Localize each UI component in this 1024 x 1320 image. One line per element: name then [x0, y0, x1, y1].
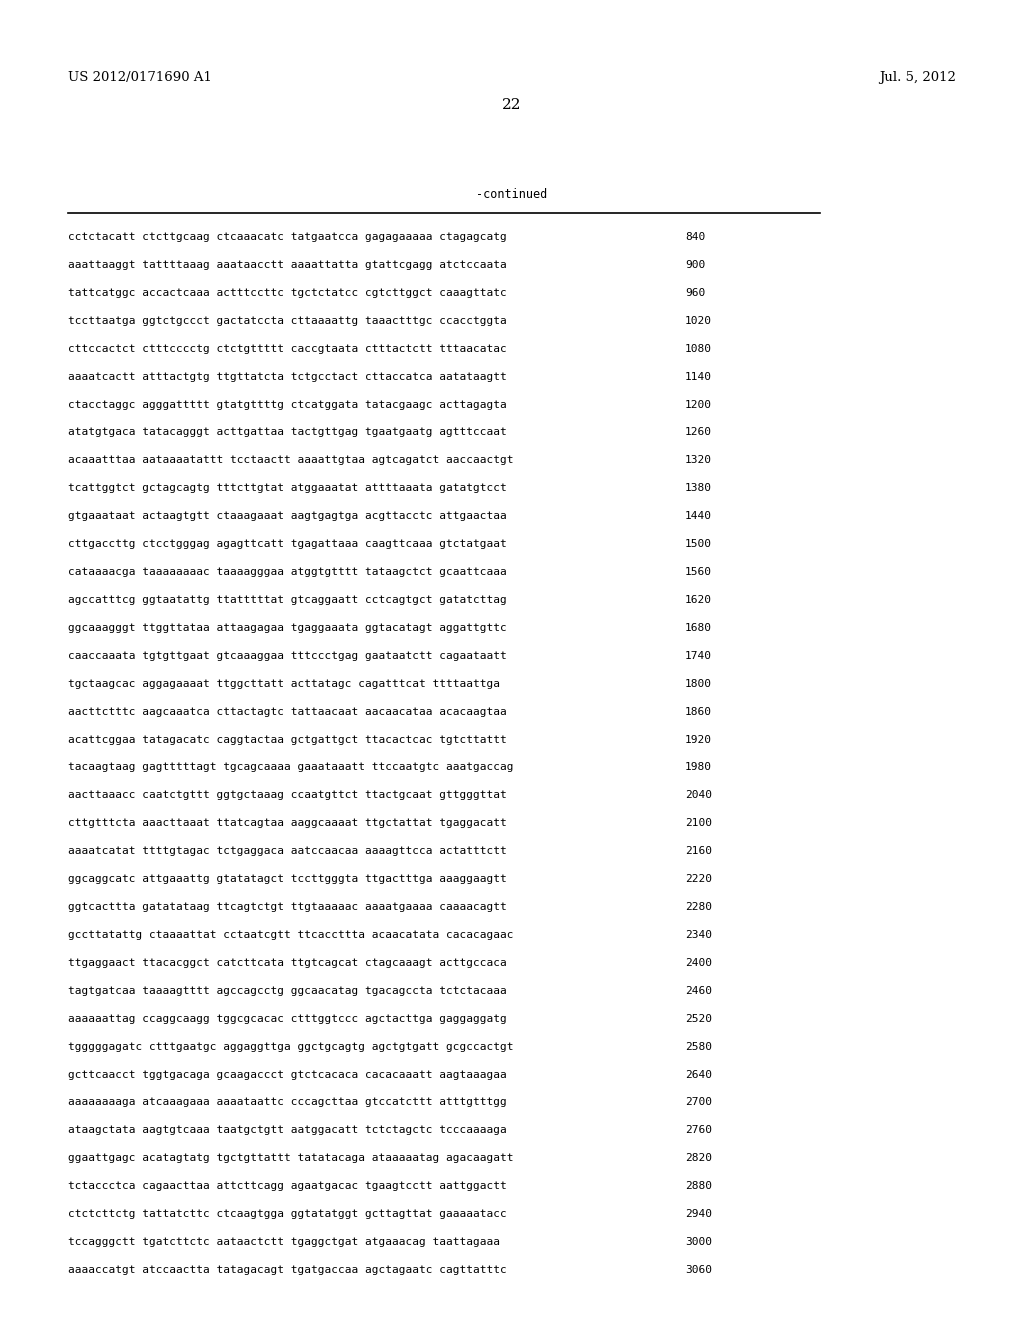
Text: 1560: 1560: [685, 568, 712, 577]
Text: 2640: 2640: [685, 1069, 712, 1080]
Text: aaaaccatgt atccaactta tatagacagt tgatgaccaa agctagaatc cagttatttc: aaaaccatgt atccaactta tatagacagt tgatgac…: [68, 1265, 507, 1275]
Text: 960: 960: [685, 288, 706, 298]
Text: cttgtttcta aaacttaaat ttatcagtaa aaggcaaaat ttgctattat tgaggacatt: cttgtttcta aaacttaaat ttatcagtaa aaggcaa…: [68, 818, 507, 828]
Text: 900: 900: [685, 260, 706, 269]
Text: ggaattgagc acatagtatg tgctgttattt tatatacaga ataaaaatag agacaagatt: ggaattgagc acatagtatg tgctgttattt tatata…: [68, 1154, 513, 1163]
Text: tctaccctca cagaacttaa attcttcagg agaatgacac tgaagtcctt aattggactt: tctaccctca cagaacttaa attcttcagg agaatga…: [68, 1181, 507, 1191]
Text: 1920: 1920: [685, 734, 712, 744]
Text: 2340: 2340: [685, 931, 712, 940]
Text: cttccactct ctttcccctg ctctgttttt caccgtaata ctttactctt tttaacatac: cttccactct ctttcccctg ctctgttttt caccgta…: [68, 343, 507, 354]
Text: 3000: 3000: [685, 1237, 712, 1247]
Text: 2220: 2220: [685, 874, 712, 884]
Text: 1020: 1020: [685, 315, 712, 326]
Text: ttgaggaact ttacacggct catcttcata ttgtcagcat ctagcaaagt acttgccaca: ttgaggaact ttacacggct catcttcata ttgtcag…: [68, 958, 507, 968]
Text: 1500: 1500: [685, 539, 712, 549]
Text: -continued: -continued: [476, 189, 548, 202]
Text: tccttaatga ggtctgccct gactatccta cttaaaattg taaactttgc ccacctggta: tccttaatga ggtctgccct gactatccta cttaaaa…: [68, 315, 507, 326]
Text: 1860: 1860: [685, 706, 712, 717]
Text: aaaaaattag ccaggcaagg tggcgcacac ctttggtccc agctacttga gaggaggatg: aaaaaattag ccaggcaagg tggcgcacac ctttggt…: [68, 1014, 507, 1024]
Text: ataagctata aagtgtcaaa taatgctgtt aatggacatt tctctagctc tcccaaaaga: ataagctata aagtgtcaaa taatgctgtt aatggac…: [68, 1126, 507, 1135]
Text: acaaatttaa aataaaatattt tcctaactt aaaattgtaa agtcagatct aaccaactgt: acaaatttaa aataaaatattt tcctaactt aaaatt…: [68, 455, 513, 466]
Text: agccatttcg ggtaatattg ttatttttat gtcaggaatt cctcagtgct gatatcttag: agccatttcg ggtaatattg ttatttttat gtcagga…: [68, 595, 507, 605]
Text: 2040: 2040: [685, 791, 712, 800]
Text: 2940: 2940: [685, 1209, 712, 1220]
Text: caaccaaata tgtgttgaat gtcaaaggaa tttccctgag gaataatctt cagaataatt: caaccaaata tgtgttgaat gtcaaaggaa tttccct…: [68, 651, 507, 661]
Text: aacttaaacc caatctgttt ggtgctaaag ccaatgttct ttactgcaat gttgggttat: aacttaaacc caatctgttt ggtgctaaag ccaatgt…: [68, 791, 507, 800]
Text: tccagggctt tgatcttctc aataactctt tgaggctgat atgaaacag taattagaaa: tccagggctt tgatcttctc aataactctt tgaggct…: [68, 1237, 500, 1247]
Text: 1620: 1620: [685, 595, 712, 605]
Text: 2700: 2700: [685, 1097, 712, 1107]
Text: aaaatcactt atttactgtg ttgttatcta tctgcctact cttaccatca aatataagtt: aaaatcactt atttactgtg ttgttatcta tctgcct…: [68, 372, 507, 381]
Text: tagtgatcaa taaaagtttt agccagcctg ggcaacatag tgacagccta tctctacaaa: tagtgatcaa taaaagtttt agccagcctg ggcaaca…: [68, 986, 507, 995]
Text: cttgaccttg ctcctgggag agagttcatt tgagattaaa caagttcaaa gtctatgaat: cttgaccttg ctcctgggag agagttcatt tgagatt…: [68, 539, 507, 549]
Text: 2820: 2820: [685, 1154, 712, 1163]
Text: ctctcttctg tattatcttc ctcaagtgga ggtatatggt gcttagttat gaaaaatacc: ctctcttctg tattatcttc ctcaagtgga ggtatat…: [68, 1209, 507, 1220]
Text: 1980: 1980: [685, 763, 712, 772]
Text: gtgaaataat actaagtgtt ctaaagaaat aagtgagtga acgttacctc attgaactaa: gtgaaataat actaagtgtt ctaaagaaat aagtgag…: [68, 511, 507, 521]
Text: cctctacatt ctcttgcaag ctcaaacatc tatgaatcca gagagaaaaa ctagagcatg: cctctacatt ctcttgcaag ctcaaacatc tatgaat…: [68, 232, 507, 242]
Text: tattcatggc accactcaaa actttccttc tgctctatcc cgtcttggct caaagttatc: tattcatggc accactcaaa actttccttc tgctcta…: [68, 288, 507, 298]
Text: 1200: 1200: [685, 400, 712, 409]
Text: 22: 22: [502, 98, 522, 112]
Text: 840: 840: [685, 232, 706, 242]
Text: aacttctttc aagcaaatca cttactagtc tattaacaat aacaacataa acacaagtaa: aacttctttc aagcaaatca cttactagtc tattaac…: [68, 706, 507, 717]
Text: 1680: 1680: [685, 623, 712, 632]
Text: 2100: 2100: [685, 818, 712, 828]
Text: tgctaagcac aggagaaaat ttggcttatt acttatagc cagatttcat ttttaattga: tgctaagcac aggagaaaat ttggcttatt acttata…: [68, 678, 500, 689]
Text: ggtcacttta gatatataag ttcagtctgt ttgtaaaaac aaaatgaaaa caaaacagtt: ggtcacttta gatatataag ttcagtctgt ttgtaaa…: [68, 902, 507, 912]
Text: gccttatattg ctaaaattat cctaatcgtt ttcaccttta acaacatata cacacagaac: gccttatattg ctaaaattat cctaatcgtt ttcacc…: [68, 931, 513, 940]
Text: 3060: 3060: [685, 1265, 712, 1275]
Text: 2760: 2760: [685, 1126, 712, 1135]
Text: tcattggtct gctagcagtg tttcttgtat atggaaatat attttaaata gatatgtcct: tcattggtct gctagcagtg tttcttgtat atggaaa…: [68, 483, 507, 494]
Text: gcttcaacct tggtgacaga gcaagaccct gtctcacaca cacacaaatt aagtaaagaa: gcttcaacct tggtgacaga gcaagaccct gtctcac…: [68, 1069, 507, 1080]
Text: ctacctaggc agggattttt gtatgttttg ctcatggata tatacgaagc acttagagta: ctacctaggc agggattttt gtatgttttg ctcatgg…: [68, 400, 507, 409]
Text: 1800: 1800: [685, 678, 712, 689]
Text: 1260: 1260: [685, 428, 712, 437]
Text: ggcaaagggt ttggttataa attaagagaa tgaggaaata ggtacatagt aggattgttc: ggcaaagggt ttggttataa attaagagaa tgaggaa…: [68, 623, 507, 632]
Text: 1740: 1740: [685, 651, 712, 661]
Text: 1320: 1320: [685, 455, 712, 466]
Text: 1380: 1380: [685, 483, 712, 494]
Text: 2160: 2160: [685, 846, 712, 857]
Text: 2580: 2580: [685, 1041, 712, 1052]
Text: 1140: 1140: [685, 372, 712, 381]
Text: aaattaaggt tattttaaag aaataacctt aaaattatta gtattcgagg atctccaata: aaattaaggt tattttaaag aaataacctt aaaatta…: [68, 260, 507, 269]
Text: aaaatcatat ttttgtagac tctgaggaca aatccaacaa aaaagttcca actatttctt: aaaatcatat ttttgtagac tctgaggaca aatccaa…: [68, 846, 507, 857]
Text: Jul. 5, 2012: Jul. 5, 2012: [880, 71, 956, 84]
Text: acattcggaa tatagacatc caggtactaa gctgattgct ttacactcac tgtcttattt: acattcggaa tatagacatc caggtactaa gctgatt…: [68, 734, 507, 744]
Text: atatgtgaca tatacagggt acttgattaa tactgttgag tgaatgaatg agtttccaat: atatgtgaca tatacagggt acttgattaa tactgtt…: [68, 428, 507, 437]
Text: ggcaggcatc attgaaattg gtatatagct tccttgggta ttgactttga aaaggaagtt: ggcaggcatc attgaaattg gtatatagct tccttgg…: [68, 874, 507, 884]
Text: US 2012/0171690 A1: US 2012/0171690 A1: [68, 71, 212, 84]
Text: tgggggagatc ctttgaatgc aggaggttga ggctgcagtg agctgtgatt gcgccactgt: tgggggagatc ctttgaatgc aggaggttga ggctgc…: [68, 1041, 513, 1052]
Text: 1080: 1080: [685, 343, 712, 354]
Text: 2280: 2280: [685, 902, 712, 912]
Text: tacaagtaag gagtttttagt tgcagcaaaa gaaataaatt ttccaatgtc aaatgaccag: tacaagtaag gagtttttagt tgcagcaaaa gaaata…: [68, 763, 513, 772]
Text: 2880: 2880: [685, 1181, 712, 1191]
Text: 2520: 2520: [685, 1014, 712, 1024]
Text: 2400: 2400: [685, 958, 712, 968]
Text: 2460: 2460: [685, 986, 712, 995]
Text: cataaaacga taaaaaaaac taaaagggaa atggtgtttt tataagctct gcaattcaaa: cataaaacga taaaaaaaac taaaagggaa atggtgt…: [68, 568, 507, 577]
Text: 1440: 1440: [685, 511, 712, 521]
Text: aaaaaaaaga atcaaagaaa aaaataattc cccagcttaa gtccatcttt atttgtttgg: aaaaaaaaga atcaaagaaa aaaataattc cccagct…: [68, 1097, 507, 1107]
